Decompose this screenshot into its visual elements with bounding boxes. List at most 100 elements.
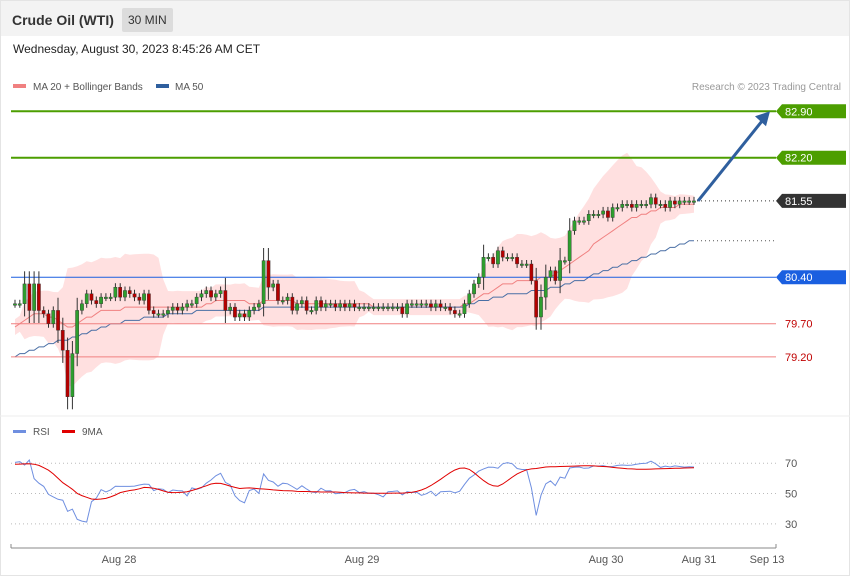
candle <box>567 218 572 274</box>
candle-body-down <box>37 283 41 311</box>
candle <box>94 296 99 308</box>
time-tick-label: Sep 13 <box>750 554 785 566</box>
candle <box>563 256 567 265</box>
candle <box>357 303 362 312</box>
candle <box>520 260 524 268</box>
candle <box>586 210 591 225</box>
candle <box>65 337 70 410</box>
resistance-level-tag <box>776 150 846 165</box>
candle <box>70 341 75 410</box>
candle <box>300 296 304 308</box>
candle <box>194 293 199 308</box>
candle-body-up <box>395 306 400 309</box>
rsi-legend-swatch <box>13 430 26 433</box>
candle-body-up <box>390 306 395 309</box>
time-tick-label: Aug 29 <box>345 554 380 566</box>
candle <box>175 303 180 315</box>
candle-body-up <box>70 353 75 397</box>
candles <box>13 193 696 410</box>
candle-body-up <box>677 200 682 205</box>
time-tick-label: Aug 30 <box>589 554 624 566</box>
candle <box>319 296 323 312</box>
timeframe-badge[interactable]: 30 MIN <box>122 8 173 32</box>
candle <box>41 306 46 318</box>
candle-body-up <box>539 296 543 318</box>
candle-body-up <box>338 303 342 308</box>
candle <box>170 303 175 315</box>
candle-body-up <box>467 293 472 304</box>
candle <box>663 200 668 212</box>
candle <box>233 303 237 321</box>
candle-body-down <box>118 287 122 298</box>
candle-body-up <box>481 257 486 278</box>
candle-body-up <box>386 306 390 309</box>
candle <box>491 253 495 268</box>
candle-body-up <box>610 207 615 218</box>
candle <box>242 309 247 321</box>
candle-body-up <box>496 250 500 265</box>
candle <box>103 293 108 302</box>
support-level-label: 79.20 <box>785 352 813 364</box>
candle <box>257 299 261 312</box>
ma20-legend-label: MA 20 + Bollinger Bands <box>33 82 143 93</box>
candle-body-down <box>491 257 495 265</box>
candle <box>644 200 648 209</box>
candle <box>362 303 366 312</box>
rsi-ma-line <box>14 463 695 500</box>
candle-body-up <box>687 200 691 203</box>
candle-body-down <box>266 260 271 288</box>
candle-body-up <box>692 200 696 203</box>
candle <box>620 200 625 212</box>
candle <box>677 196 682 209</box>
candle-body-up <box>218 290 223 294</box>
candle-body-up <box>32 283 36 311</box>
candle-body-up <box>323 303 328 308</box>
candle <box>17 299 22 308</box>
candle-body-down <box>132 293 137 298</box>
candle <box>189 299 194 308</box>
candle <box>615 203 620 212</box>
candle-body-down <box>304 300 309 311</box>
time-tick-label: Aug 31 <box>682 554 717 566</box>
candle-body-up <box>472 283 476 295</box>
candle <box>84 289 89 308</box>
candle <box>22 271 27 317</box>
candle-body-up <box>170 306 175 311</box>
candle-body-up <box>213 293 218 298</box>
candle-body-up <box>371 306 376 309</box>
candle <box>625 200 629 209</box>
candle-body-up <box>295 303 299 311</box>
candle-body-up <box>591 213 596 216</box>
candle <box>60 317 65 363</box>
candle-body-up <box>194 296 199 304</box>
candle-body-up <box>113 287 118 298</box>
candle <box>185 299 189 312</box>
candle-body-up <box>572 220 577 232</box>
candle <box>477 273 481 288</box>
candle-body-down <box>553 270 558 281</box>
candle <box>247 306 252 321</box>
candle <box>89 289 94 305</box>
candle-body-down <box>60 330 65 351</box>
key-levels: 82.90 82.20 81.55 80.40 79.70 79.20 <box>11 104 846 364</box>
candle <box>51 306 56 328</box>
time-tick-label: Aug 28 <box>102 554 137 566</box>
candle <box>400 303 405 318</box>
candle <box>572 216 577 235</box>
candle <box>343 299 347 312</box>
candle <box>601 206 605 219</box>
candle-body-up <box>84 293 89 304</box>
candle-body-up <box>185 303 189 308</box>
candle-body-up <box>75 310 79 354</box>
candle-body-down <box>146 293 151 311</box>
candle <box>113 283 118 302</box>
candle-body-up <box>252 306 256 311</box>
candle-body-down <box>606 210 610 218</box>
candle-body-up <box>520 263 524 266</box>
candle-body-up <box>625 203 629 206</box>
candle <box>199 289 204 302</box>
candle <box>448 303 452 315</box>
candle <box>596 210 601 219</box>
candle-body-up <box>563 260 567 263</box>
candle <box>582 216 586 225</box>
